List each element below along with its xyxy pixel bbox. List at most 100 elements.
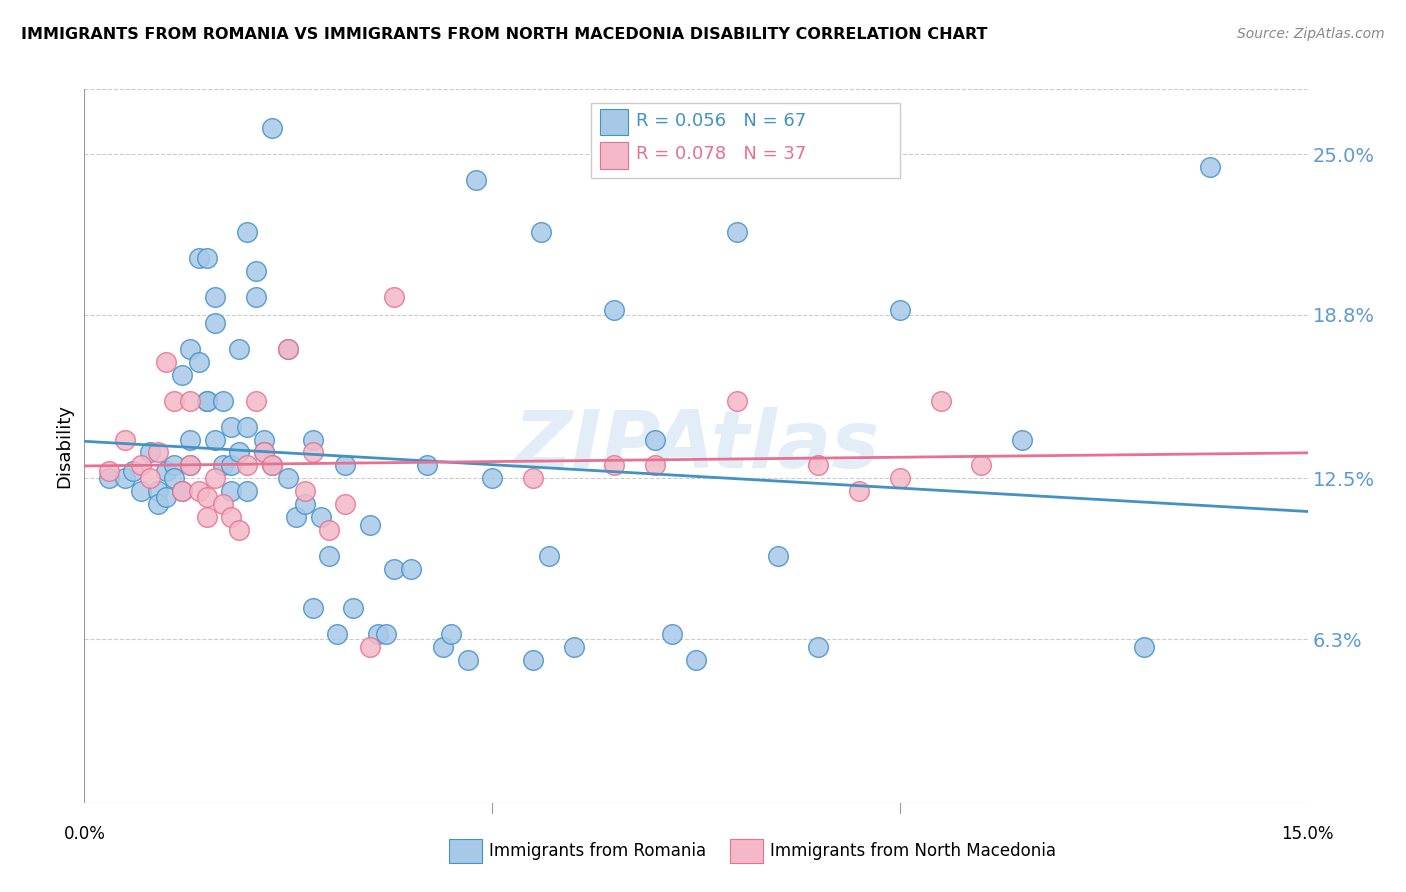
Point — [204, 316, 226, 330]
Point — [522, 653, 544, 667]
Point — [440, 627, 463, 641]
Point — [277, 471, 299, 485]
Point — [195, 393, 218, 408]
Point — [163, 393, 186, 408]
Point — [219, 484, 242, 499]
Point — [301, 601, 323, 615]
Point — [236, 484, 259, 499]
Point — [245, 290, 267, 304]
Point — [285, 510, 308, 524]
Point — [114, 433, 136, 447]
Point — [253, 433, 276, 447]
Text: 15.0%: 15.0% — [1281, 825, 1334, 843]
Point — [179, 433, 201, 447]
Point — [725, 393, 748, 408]
Point — [685, 653, 707, 667]
Point — [603, 458, 626, 473]
Point — [766, 549, 789, 564]
Point — [481, 471, 503, 485]
Point — [187, 354, 209, 368]
Point — [245, 264, 267, 278]
Point — [522, 471, 544, 485]
Point — [301, 445, 323, 459]
Point — [359, 640, 381, 654]
Point — [163, 458, 186, 473]
Point — [382, 562, 405, 576]
Point — [204, 471, 226, 485]
Point — [530, 225, 553, 239]
Point — [114, 471, 136, 485]
Point — [219, 510, 242, 524]
Point — [725, 225, 748, 239]
Point — [253, 445, 276, 459]
Point — [195, 251, 218, 265]
Point — [138, 471, 160, 485]
Point — [301, 433, 323, 447]
Text: ZIPAtlas: ZIPAtlas — [513, 407, 879, 485]
Point — [219, 419, 242, 434]
Point — [179, 342, 201, 356]
Point — [163, 471, 186, 485]
Point — [848, 484, 870, 499]
Point — [335, 497, 357, 511]
Text: Immigrants from North Macedonia: Immigrants from North Macedonia — [770, 842, 1056, 860]
Point — [179, 458, 201, 473]
Point — [228, 445, 250, 459]
Point — [155, 490, 177, 504]
Point — [212, 393, 235, 408]
Point — [122, 464, 145, 478]
Point — [464, 173, 486, 187]
Point — [204, 433, 226, 447]
Point — [538, 549, 561, 564]
Point — [807, 640, 830, 654]
Point — [138, 445, 160, 459]
Point — [367, 627, 389, 641]
Point — [172, 484, 194, 499]
Point — [929, 393, 952, 408]
Point — [807, 458, 830, 473]
Point — [195, 490, 218, 504]
Point — [146, 484, 169, 499]
Point — [644, 458, 666, 473]
Text: R = 0.056   N = 67: R = 0.056 N = 67 — [636, 112, 806, 130]
Point — [432, 640, 454, 654]
Point — [1011, 433, 1033, 447]
Text: IMMIGRANTS FROM ROMANIA VS IMMIGRANTS FROM NORTH MACEDONIA DISABILITY CORRELATIO: IMMIGRANTS FROM ROMANIA VS IMMIGRANTS FR… — [21, 27, 987, 42]
Point — [146, 497, 169, 511]
Point — [212, 458, 235, 473]
Point — [309, 510, 332, 524]
Point — [342, 601, 364, 615]
Point — [277, 342, 299, 356]
Point — [359, 518, 381, 533]
Text: Immigrants from Romania: Immigrants from Romania — [489, 842, 706, 860]
Point — [277, 342, 299, 356]
Point — [318, 549, 340, 564]
Point — [97, 464, 120, 478]
Point — [228, 524, 250, 538]
Point — [603, 302, 626, 317]
Point — [187, 484, 209, 499]
Point — [260, 458, 283, 473]
Point — [260, 121, 283, 136]
Text: Source: ZipAtlas.com: Source: ZipAtlas.com — [1237, 27, 1385, 41]
Point — [131, 458, 153, 473]
Point — [416, 458, 439, 473]
Point — [1133, 640, 1156, 654]
Point — [1198, 160, 1220, 174]
Point — [399, 562, 422, 576]
Point — [131, 484, 153, 499]
Text: 0.0%: 0.0% — [63, 825, 105, 843]
Point — [260, 458, 283, 473]
Point — [228, 342, 250, 356]
Point — [97, 471, 120, 485]
Point — [457, 653, 479, 667]
Point — [253, 445, 276, 459]
Text: R = 0.078   N = 37: R = 0.078 N = 37 — [636, 145, 806, 163]
Point — [294, 484, 316, 499]
Point — [375, 627, 398, 641]
Point — [236, 225, 259, 239]
Point — [236, 458, 259, 473]
Point — [245, 393, 267, 408]
Point — [562, 640, 585, 654]
Point — [179, 393, 201, 408]
